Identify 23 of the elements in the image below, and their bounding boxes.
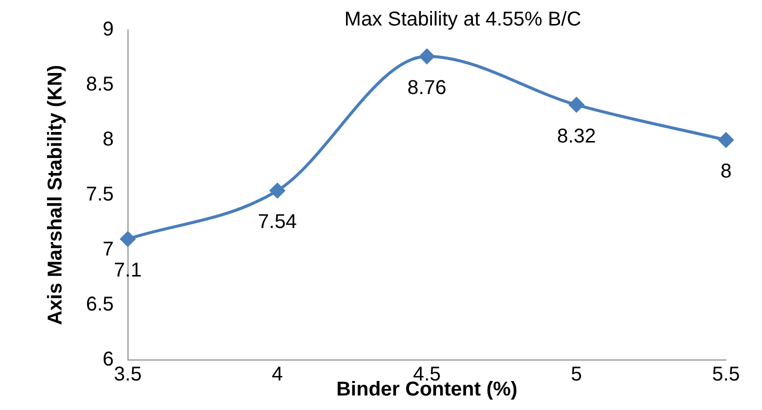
point [120,232,136,246]
annotation: Max Stability at 4.55% B/C [344,8,582,31]
y-tick-label: 8.5 [86,74,114,96]
y-tick-label: 7 [102,238,114,261]
y-tick-label: 9 [102,18,114,41]
data-label: 8 [720,160,732,183]
data-label: 8.32 [556,125,596,148]
data-label: 8.76 [407,76,446,99]
point [270,183,285,198]
y-tick-label: 7.5 [86,184,114,206]
point [718,132,734,148]
y-tick-label: 8 [102,128,114,151]
point [419,48,434,64]
x-tick-label: 5 [570,364,582,386]
data-label: 7.54 [258,211,297,234]
point [568,97,584,112]
y-tick-label: 6.5 [86,294,114,316]
data-label: 7.1 [114,260,142,282]
y-tick-label: 6 [102,348,114,371]
x-tick-label: 4 [272,364,283,386]
x-tick-label: 5.5 [712,364,740,386]
x-tick-label: 3.5 [114,364,142,386]
y-axis-title: Axis Marshall Stability (KN) [44,64,67,326]
